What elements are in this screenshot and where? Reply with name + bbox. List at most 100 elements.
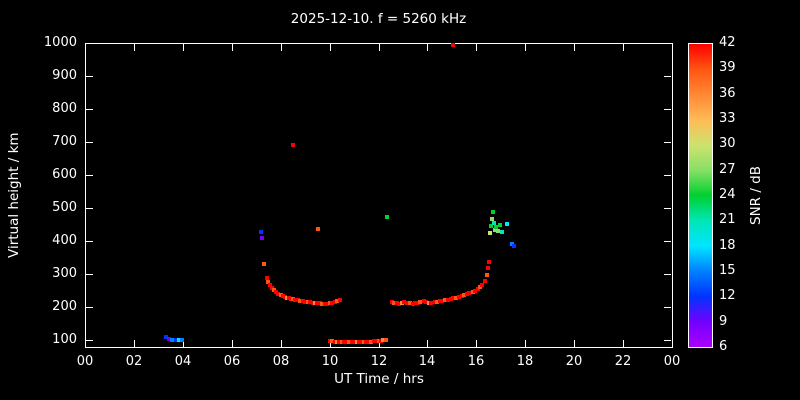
x-tick-mark: [525, 340, 526, 347]
data-point: [290, 297, 295, 302]
colorbar-tick-label: 24: [719, 187, 736, 202]
data-point: [378, 338, 383, 343]
x-tick-mark: [232, 340, 233, 347]
data-point: [429, 301, 434, 306]
x-tick-mark: [672, 44, 673, 51]
data-point: [381, 338, 386, 343]
y-tick-mark: [86, 274, 93, 275]
data-point: [349, 340, 354, 344]
x-tick-mark: [281, 44, 282, 51]
data-point: [308, 300, 312, 305]
data-point: [397, 301, 402, 306]
data-point: [266, 280, 271, 284]
data-point: [312, 301, 317, 306]
data-point: [413, 301, 418, 306]
data-point: [410, 301, 415, 306]
data-point: [339, 340, 344, 344]
x-tick-mark: [183, 44, 184, 51]
data-point: [404, 300, 409, 305]
data-point: [310, 300, 315, 305]
x-tick-mark: [476, 340, 477, 347]
data-point: [335, 299, 340, 304]
data-point: [418, 300, 423, 305]
data-point: [475, 286, 480, 291]
data-point: [432, 300, 437, 305]
y-tick-mark: [664, 208, 671, 209]
x-tick-mark: [232, 44, 233, 51]
y-tick-mark: [86, 307, 93, 308]
data-point: [305, 300, 310, 305]
x-tick-mark: [134, 340, 135, 347]
y-tick-label: 100: [52, 332, 77, 347]
data-point: [332, 339, 337, 344]
colorbar-tick-label: 30: [719, 136, 736, 151]
colorbar-label: SNR / dB: [748, 166, 764, 226]
data-point: [261, 261, 266, 266]
x-tick-mark: [379, 44, 380, 51]
y-tick-mark: [664, 340, 671, 341]
data-point: [300, 299, 305, 304]
data-point: [440, 298, 445, 303]
data-point: [408, 301, 413, 306]
data-point: [342, 340, 347, 344]
data-point: [167, 337, 172, 342]
data-point: [462, 292, 467, 297]
x-tick-mark: [427, 340, 428, 347]
data-point: [290, 143, 295, 148]
y-tick-mark: [664, 43, 671, 44]
data-point: [482, 278, 487, 283]
x-tick-mark: [574, 340, 575, 347]
data-point: [347, 340, 352, 344]
y-tick-mark: [86, 175, 93, 176]
x-tick-label: 06: [223, 354, 241, 369]
data-point: [478, 284, 482, 289]
data-point: [325, 302, 330, 307]
data-point: [451, 296, 456, 301]
data-point: [356, 340, 361, 344]
colorbar-tick-label: 15: [719, 263, 736, 278]
data-point: [330, 300, 334, 305]
data-point: [173, 338, 178, 343]
data-point: [497, 223, 502, 228]
data-point: [179, 338, 184, 343]
x-tick-mark: [379, 340, 380, 347]
y-tick-label: 200: [52, 299, 77, 314]
data-point: [374, 339, 379, 344]
y-axis-label: Virtual height / km: [6, 132, 22, 259]
data-point: [496, 229, 501, 234]
x-tick-label: 10: [321, 354, 339, 369]
data-point: [284, 295, 289, 300]
colorbar-tick-label: 18: [719, 238, 736, 253]
data-point: [402, 300, 407, 305]
y-tick-mark: [86, 340, 93, 341]
data-point: [392, 300, 397, 305]
data-point: [489, 224, 493, 229]
data-point: [295, 298, 300, 303]
y-tick-mark: [664, 175, 671, 176]
x-tick-mark: [330, 44, 331, 51]
x-tick-label: 02: [125, 354, 143, 369]
x-tick-mark: [281, 340, 282, 347]
data-point: [459, 293, 464, 298]
y-tick-mark: [664, 307, 671, 308]
x-tick-label: 20: [565, 354, 583, 369]
data-point: [390, 300, 394, 305]
data-point: [366, 339, 371, 344]
x-tick-mark: [623, 44, 624, 51]
data-point: [415, 300, 420, 305]
data-point: [330, 339, 334, 344]
data-point: [364, 339, 369, 344]
data-point: [359, 340, 364, 344]
data-point: [473, 288, 478, 293]
data-point: [293, 297, 298, 302]
y-tick-mark: [664, 241, 671, 242]
data-point: [467, 290, 471, 295]
data-point: [354, 340, 359, 344]
x-tick-label: 08: [272, 354, 290, 369]
data-point: [264, 276, 269, 280]
y-tick-label: 600: [52, 167, 77, 182]
data-point: [258, 229, 263, 234]
data-point: [315, 226, 320, 231]
colorbar-tick-label: 33: [719, 111, 736, 126]
